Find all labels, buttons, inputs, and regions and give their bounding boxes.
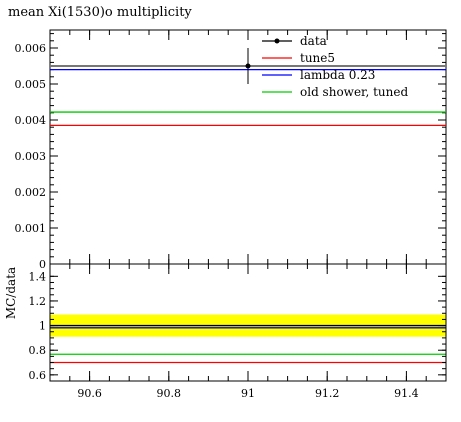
ratio-y-tick-label: 1 bbox=[39, 320, 46, 333]
ratio-y-tick-label: 0.6 bbox=[29, 369, 47, 382]
legend-label: lambda 0.23 bbox=[300, 68, 375, 82]
ratio-y-axis-label: MC/data bbox=[4, 267, 18, 319]
main-y-tick-label: 0.004 bbox=[15, 114, 47, 127]
x-tick-label: 91.2 bbox=[315, 387, 340, 400]
ratio-plot: 0.6 0.8 1 1.2 1.4 90.6 90.8 91 91.2 91.4 bbox=[29, 263, 447, 400]
x-tick-label: 90.8 bbox=[157, 387, 182, 400]
legend-label: data bbox=[300, 34, 327, 48]
ratio-y-tick-label: 0.8 bbox=[29, 344, 47, 357]
x-tick-label: 91 bbox=[241, 387, 255, 400]
main-y-tick-label: 0.006 bbox=[15, 42, 47, 55]
main-y-tick-label: 0 bbox=[39, 258, 46, 271]
ratio-y-tick-label: 1.4 bbox=[29, 270, 47, 283]
chart-title: mean Xi(1530)o multiplicity bbox=[8, 5, 192, 20]
main-plot: 0 0.001 0.002 0.003 0.004 0.005 0.006 data tune5… bbox=[15, 29, 447, 271]
legend-label: tune5 bbox=[300, 51, 335, 65]
data-point bbox=[245, 63, 251, 69]
main-y-tick-label: 0.005 bbox=[15, 78, 47, 91]
x-tick-label: 91.4 bbox=[394, 387, 419, 400]
main-y-tick-label: 0.001 bbox=[15, 222, 47, 235]
x-tick-label: 90.6 bbox=[77, 387, 102, 400]
main-y-tick-label: 0.002 bbox=[15, 186, 47, 199]
main-y-tick-label: 0.003 bbox=[15, 150, 47, 163]
legend-swatch-point bbox=[274, 38, 280, 44]
ratio-y-tick-label: 1.2 bbox=[29, 295, 47, 308]
legend-label: old shower, tuned bbox=[300, 85, 408, 99]
